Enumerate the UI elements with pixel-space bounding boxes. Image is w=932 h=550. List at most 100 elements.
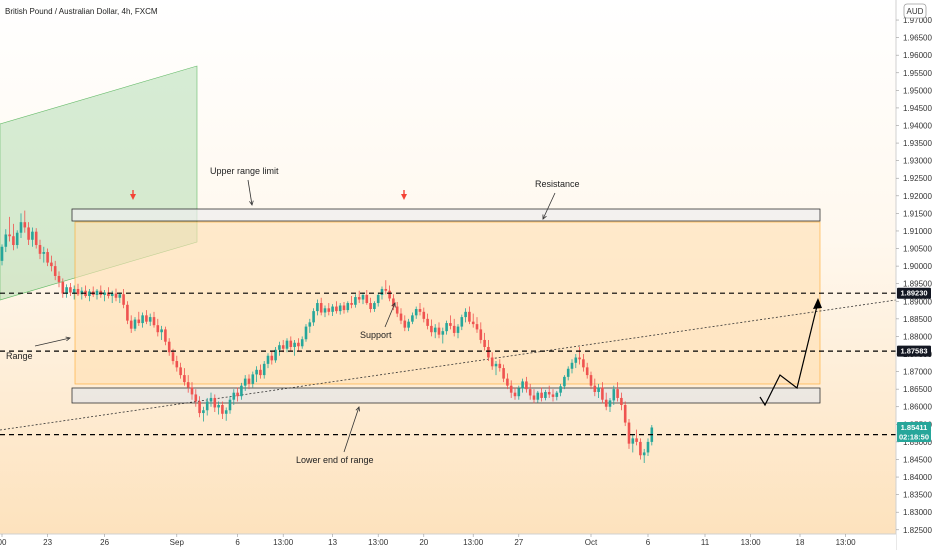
candle[interactable] bbox=[236, 387, 239, 402]
candle[interactable] bbox=[620, 392, 623, 411]
candle[interactable] bbox=[114, 288, 118, 302]
candle[interactable] bbox=[574, 354, 578, 369]
candle[interactable] bbox=[61, 278, 65, 298]
candle[interactable] bbox=[194, 389, 198, 407]
price-tag[interactable] bbox=[897, 287, 931, 299]
candle[interactable] bbox=[126, 301, 129, 325]
candle[interactable] bbox=[532, 389, 536, 404]
candle[interactable] bbox=[0, 244, 4, 266]
candle[interactable] bbox=[494, 361, 498, 376]
candle[interactable] bbox=[72, 285, 76, 300]
candle[interactable] bbox=[228, 396, 232, 414]
candle[interactable] bbox=[483, 332, 486, 351]
candle[interactable] bbox=[65, 284, 68, 298]
candle[interactable] bbox=[34, 228, 38, 249]
candle[interactable] bbox=[152, 311, 156, 328]
candle[interactable] bbox=[464, 308, 467, 323]
candle[interactable] bbox=[601, 382, 604, 404]
candle[interactable] bbox=[369, 297, 372, 313]
candle[interactable] bbox=[365, 290, 369, 305]
candle[interactable] bbox=[209, 392, 213, 407]
candle[interactable] bbox=[266, 353, 270, 369]
candle[interactable] bbox=[247, 374, 251, 390]
candle[interactable] bbox=[430, 319, 433, 337]
candle[interactable] bbox=[513, 387, 517, 400]
price-tag[interactable] bbox=[897, 421, 931, 442]
trend-line[interactable] bbox=[0, 299, 897, 431]
candle[interactable] bbox=[76, 283, 80, 297]
candle[interactable] bbox=[8, 216, 11, 242]
candle[interactable] bbox=[456, 324, 460, 339]
range-box[interactable] bbox=[74, 221, 821, 385]
candle[interactable] bbox=[27, 222, 30, 246]
price-axis[interactable]: 1.82500 1.83000 1.83500 1.84000 1.84500 1.850… bbox=[896, 16, 932, 535]
candle[interactable] bbox=[570, 359, 574, 374]
candle[interactable] bbox=[551, 389, 555, 402]
candle[interactable] bbox=[103, 290, 106, 302]
candle[interactable] bbox=[53, 260, 57, 281]
candle[interactable] bbox=[635, 429, 638, 446]
candle[interactable] bbox=[240, 382, 243, 400]
candle[interactable] bbox=[179, 362, 182, 379]
candle[interactable] bbox=[582, 354, 585, 372]
candle[interactable] bbox=[160, 325, 163, 340]
candle[interactable] bbox=[373, 301, 376, 312]
candle[interactable] bbox=[335, 301, 338, 314]
resistance-zone[interactable] bbox=[71, 208, 821, 222]
candle[interactable] bbox=[422, 307, 426, 323]
candle[interactable] bbox=[490, 352, 494, 370]
candle[interactable] bbox=[327, 303, 331, 316]
candle[interactable] bbox=[627, 419, 631, 449]
candle[interactable] bbox=[50, 255, 53, 272]
candle[interactable] bbox=[506, 373, 509, 390]
support-zone[interactable] bbox=[71, 387, 821, 404]
time-axis[interactable]: 00 23 26 Sep 6 13:00 13 13:00 20 13:00 27 Oct 6 11 13:… bbox=[0, 534, 856, 547]
candle[interactable] bbox=[308, 318, 312, 333]
candle[interactable] bbox=[198, 396, 201, 418]
candle[interactable] bbox=[316, 299, 319, 316]
projection-path[interactable] bbox=[759, 301, 819, 407]
candle[interactable] bbox=[46, 248, 49, 267]
candle[interactable] bbox=[479, 322, 483, 344]
candle[interactable] bbox=[243, 375, 247, 391]
candle[interactable] bbox=[418, 303, 422, 316]
candle[interactable] bbox=[350, 296, 353, 309]
candle[interactable] bbox=[403, 315, 407, 332]
candle[interactable] bbox=[19, 213, 23, 238]
candle[interactable] bbox=[498, 359, 502, 372]
candle[interactable] bbox=[547, 385, 551, 398]
candle[interactable] bbox=[612, 385, 616, 405]
candle[interactable] bbox=[593, 378, 597, 397]
candle[interactable] bbox=[536, 390, 540, 403]
candle[interactable] bbox=[224, 407, 228, 421]
candle[interactable] bbox=[95, 288, 99, 300]
candle[interactable] bbox=[460, 314, 464, 331]
candle[interactable] bbox=[129, 315, 133, 333]
candle[interactable] bbox=[399, 308, 403, 325]
candle[interactable] bbox=[452, 318, 456, 337]
candle[interactable] bbox=[604, 392, 608, 411]
candle[interactable] bbox=[639, 438, 642, 460]
candle[interactable] bbox=[597, 383, 600, 398]
candle[interactable] bbox=[145, 310, 148, 325]
candle[interactable] bbox=[589, 371, 593, 390]
candle[interactable] bbox=[346, 301, 350, 313]
candle[interactable] bbox=[4, 229, 8, 253]
candle[interactable] bbox=[232, 389, 236, 405]
candle[interactable] bbox=[217, 401, 220, 415]
candle[interactable] bbox=[338, 303, 342, 315]
candle[interactable] bbox=[262, 361, 266, 379]
candle[interactable] bbox=[278, 341, 281, 356]
candle[interactable] bbox=[384, 280, 388, 295]
candle[interactable] bbox=[616, 382, 619, 402]
candle[interactable] bbox=[183, 368, 186, 386]
candle[interactable] bbox=[441, 327, 445, 344]
candle[interactable] bbox=[642, 448, 646, 463]
candle[interactable] bbox=[221, 401, 224, 420]
candle[interactable] bbox=[167, 338, 171, 356]
price-tag[interactable] bbox=[897, 345, 931, 357]
candle[interactable] bbox=[213, 394, 217, 413]
candle[interactable] bbox=[141, 312, 144, 328]
candle[interactable] bbox=[57, 271, 61, 288]
